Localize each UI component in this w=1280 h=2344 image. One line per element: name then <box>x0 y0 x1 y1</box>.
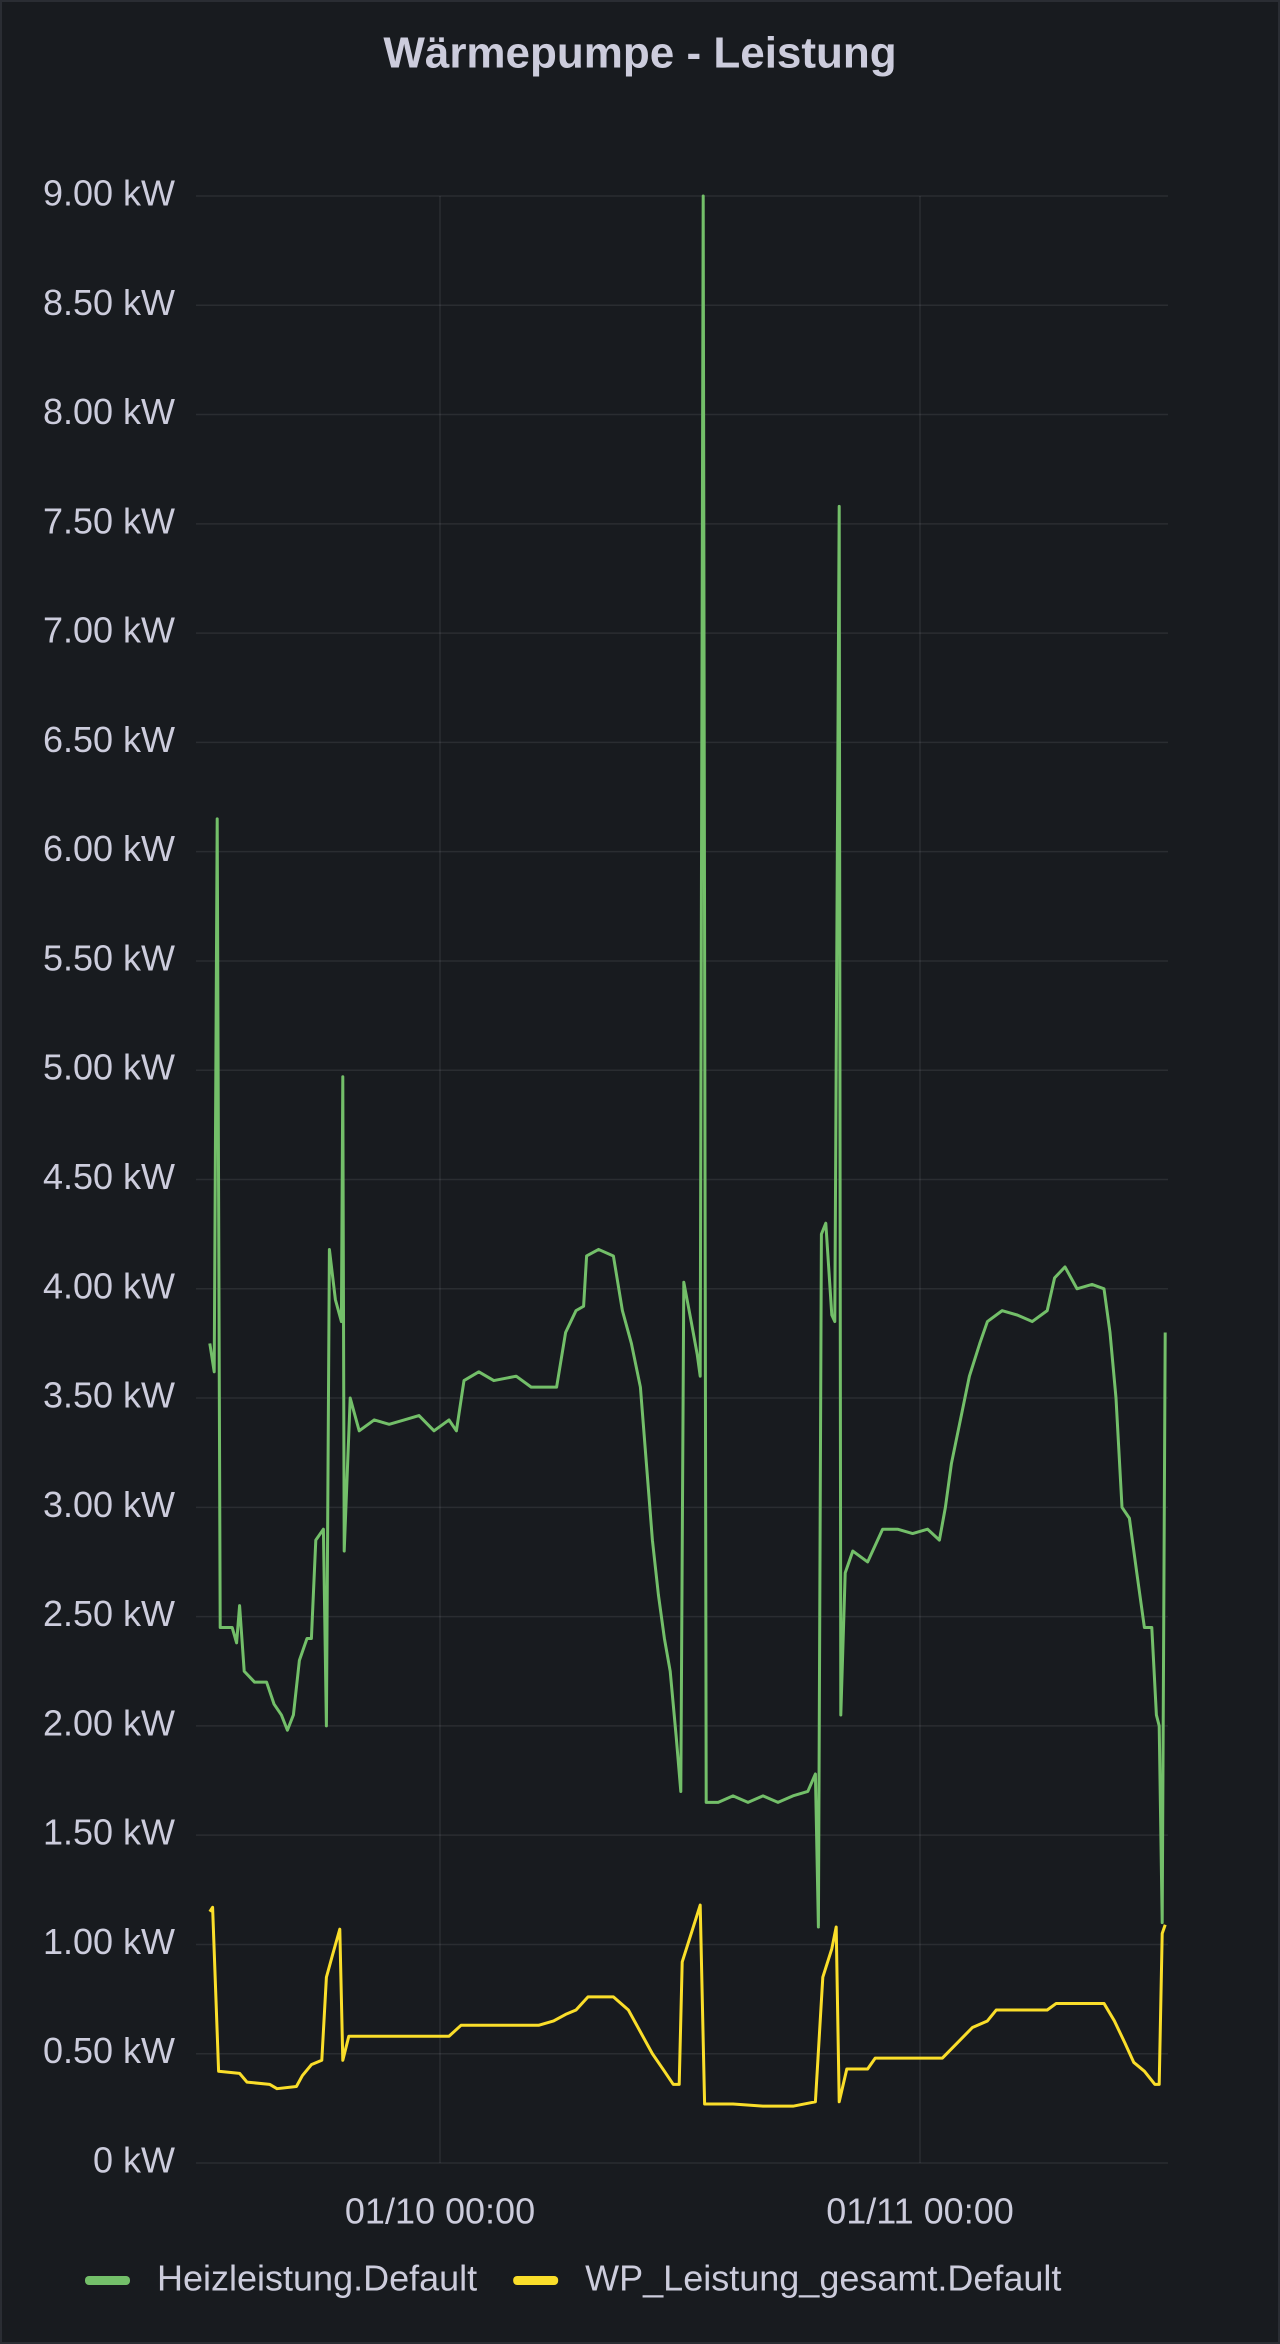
y-tick-label: 8.00 kW <box>43 391 175 432</box>
legend-label: Heizleistung.Default <box>157 2258 477 2299</box>
y-tick-label: 0.50 kW <box>43 2030 175 2071</box>
y-tick-label: 3.00 kW <box>43 1484 175 1525</box>
y-tick-label: 2.50 kW <box>43 1593 175 1634</box>
legend-swatch <box>513 2276 559 2285</box>
legend-label: WP_Leistung_gesamt.Default <box>585 2258 1061 2299</box>
y-tick-label: 0 kW <box>93 2140 175 2181</box>
y-tick-label: 5.00 kW <box>43 1047 175 1088</box>
y-tick-label: 8.50 kW <box>43 282 175 323</box>
x-tick-label: 01/10 00:00 <box>345 2191 535 2232</box>
y-tick-label: 6.50 kW <box>43 719 175 760</box>
chart-title: Wärmepumpe - Leistung <box>383 29 896 78</box>
y-tick-label: 1.50 kW <box>43 1812 175 1853</box>
y-tick-label: 1.00 kW <box>43 1921 175 1962</box>
y-tick-label: 4.50 kW <box>43 1156 175 1197</box>
legend-swatch <box>85 2276 130 2285</box>
y-tick-label: 7.50 kW <box>43 500 175 541</box>
y-tick-label: 7.00 kW <box>43 610 175 651</box>
y-tick-label: 4.00 kW <box>43 1265 175 1306</box>
y-tick-label: 6.00 kW <box>43 828 175 869</box>
series-line <box>208 194 1167 1929</box>
series-line <box>208 1903 1167 2108</box>
y-tick-label: 9.00 kW <box>43 173 175 214</box>
x-tick-label: 01/11 00:00 <box>826 2191 1014 2232</box>
y-tick-label: 5.50 kW <box>43 937 175 978</box>
y-tick-label: 2.00 kW <box>43 1702 175 1743</box>
y-tick-label: 3.50 kW <box>43 1375 175 1416</box>
